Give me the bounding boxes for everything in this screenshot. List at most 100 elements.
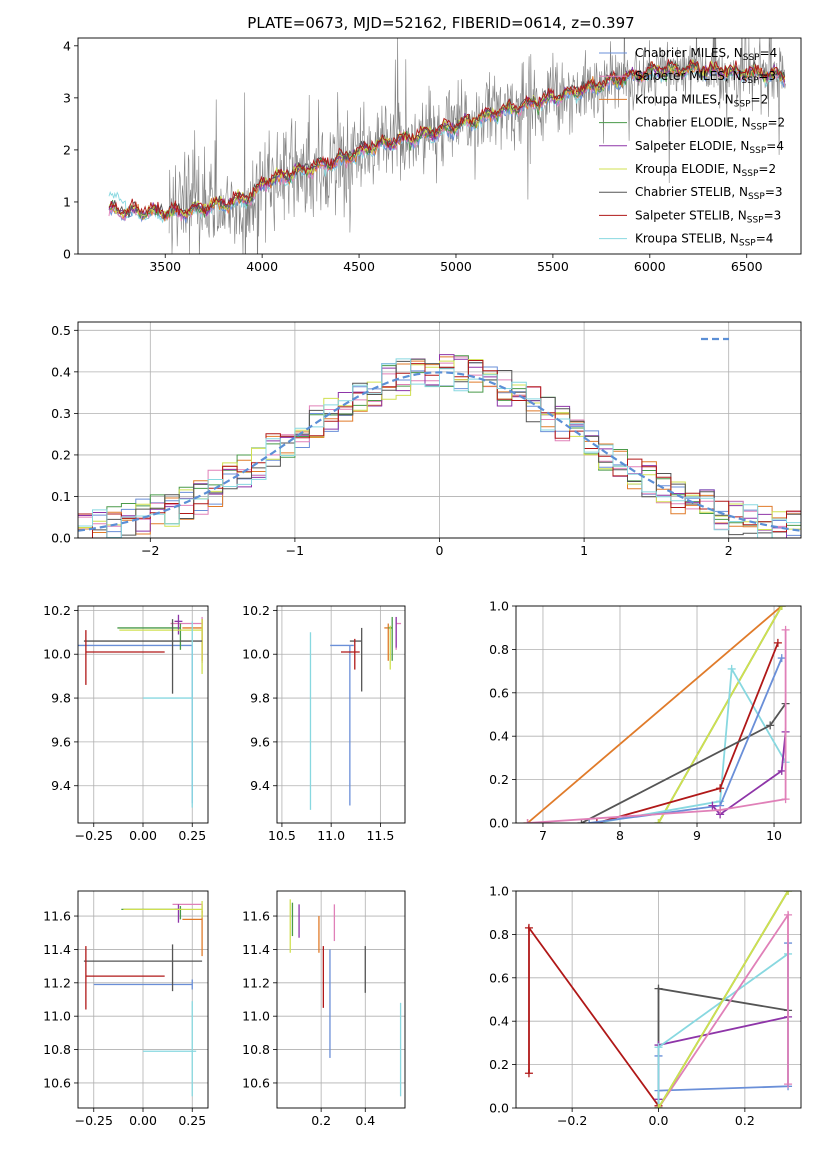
x-tick-label: 0.25: [178, 828, 206, 843]
legend-label-suffix: =4: [760, 46, 778, 60]
y-tick-label: 11.2: [242, 975, 270, 990]
legend-label-text: Salpeter MILES, N: [635, 69, 742, 83]
errorbar-point-chabrier_miles: [330, 644, 354, 806]
legend-label-kroupa_stelib: Kroupa STELIB, NSSP=4: [635, 232, 773, 249]
x-tick-label: 11.5: [366, 828, 394, 843]
legend-label-text: Salpeter STELIB, N: [635, 208, 747, 222]
legend-label-chabrier_elodie: Chabrier ELODIE, NSSP=2: [635, 116, 785, 133]
weight-marker-salpeter_elodie: [777, 766, 786, 775]
axes-frame: 0.2 0.4 10.6 10.8 11.0 11.2 11.4 11.6: [242, 890, 406, 1128]
y-tick-label: 1.0: [489, 599, 509, 614]
y-tick-label: 9.4: [250, 778, 270, 793]
plot-area: [289, 899, 402, 1097]
x-tick-label: −1: [286, 543, 304, 558]
weight-marker-kroupa_elodie: [654, 1104, 663, 1108]
legend-label-text: Chabrier ELODIE, N: [635, 116, 751, 130]
plot-area: [78, 354, 801, 538]
weight-marker-salpeter_miles: [784, 1080, 793, 1089]
chart-age_vs_mass: 10.5 11.0 11.5 9.4 9.6 9.8 10.0 10.2: [242, 603, 406, 843]
y-tick-label: 9.8: [250, 691, 270, 706]
y-tick-label: 0.2: [489, 1057, 509, 1072]
x-tick-label: 3500: [149, 259, 181, 274]
legend-label-suffix: =3: [765, 185, 783, 199]
x-tick-label: −0.25: [75, 828, 113, 843]
x-tick-label: 9: [693, 828, 701, 843]
weight-marker-salpeter_stelib: [524, 923, 533, 932]
y-tick-label: 11.0: [43, 1009, 71, 1024]
model-line-chabrier_stelib: [108, 59, 786, 220]
weight-marker-kroupa_elodie: [784, 891, 793, 895]
x-tick-label: 0: [436, 543, 444, 558]
y-tick-label: 0.0: [489, 816, 509, 831]
legend-label-kroupa_elodie: Kroupa ELODIE, NSSP=2: [635, 162, 776, 179]
legend-label-text: Kroupa STELIB, N: [635, 232, 739, 246]
weight-line-salpeter_miles: [527, 629, 787, 823]
weight-marker-salpeter_stelib: [524, 1069, 533, 1078]
weight-marker-salpeter_stelib: [716, 784, 725, 793]
chart-mass_weight_vs_age: 7 8 9 10 0.0 0.2 0.4 0.6 0.8 1.0: [489, 599, 802, 843]
y-tick-label: 0.8: [489, 642, 509, 657]
axes-frame: −0.2 0.0 0.2 0.0 0.2 0.4 0.6 0.8 1.0: [489, 884, 802, 1128]
errorbar-point-kroupa_stelib: [143, 621, 193, 808]
axes-border: [77, 37, 802, 255]
chart-spectrum: 3500 4000 4500 5000 5500 6000 6500 0 1 2 3 4 Chabrie…: [63, 37, 802, 274]
x-tick-label: 0.4: [355, 1113, 375, 1128]
axes-frame: −0.25 0.00 0.25 9.4 9.6 9.8 10.0 10.2: [43, 603, 209, 843]
x-tick-label: 6000: [634, 259, 666, 274]
legend-label-sub: SSP: [742, 76, 759, 86]
y-tick-label: 11.4: [242, 942, 270, 957]
weight-marker-chabrier_stelib: [577, 819, 586, 823]
legend-label-sub: SSP: [734, 99, 751, 109]
y-tick-label: 0.0: [51, 531, 71, 546]
legend-label-text: Kroupa ELODIE, N: [635, 162, 742, 176]
legend-label-sub: SSP: [743, 53, 760, 63]
y-tick-label: 0: [63, 247, 71, 262]
weight-marker-salpeter_miles: [781, 795, 790, 804]
x-tick-label: −0.25: [75, 1113, 113, 1128]
y-tick-label: 0.4: [489, 729, 509, 744]
chart-residuals: −2 −1 0 1 2 0.0 0.1 0.2 0.3 0.4 0.5: [51, 321, 802, 558]
legend-label-chabrier_stelib: Chabrier STELIB, NSSP=3: [635, 185, 783, 202]
errorbar-point-chabrier_miles: [93, 979, 193, 990]
x-tick-label: −2: [141, 543, 159, 558]
weight-line-kroupa_elodie: [657, 606, 783, 823]
figure-title: PLATE=0673, MJD=52162, FIBERID=0614, z=0…: [247, 14, 634, 32]
plot-area: [523, 606, 790, 823]
weight-marker-kroupa_elodie: [777, 606, 786, 610]
legend-label-suffix: =2: [758, 162, 776, 176]
y-tick-label: 0.6: [489, 970, 509, 985]
errorbar-point-kroupa_stelib: [143, 1001, 197, 1097]
histogram-chabrier_stelib: [78, 358, 801, 538]
legend-label-sub: SSP: [742, 169, 759, 179]
x-tick-label: 4000: [246, 259, 278, 274]
weight-marker-chabrier_miles: [777, 654, 786, 663]
legend-label-suffix: =2: [751, 92, 769, 106]
y-tick-label: 0.3: [51, 406, 71, 421]
weight-marker-salpeter_miles: [784, 910, 793, 919]
legend-label-suffix: =4: [766, 139, 784, 153]
legend-label-suffix: =4: [756, 232, 774, 246]
chart-mass_weight_vs_Z: −0.2 0.0 0.2 0.0 0.2 0.4 0.6 0.8 1.0: [489, 884, 802, 1128]
weight-marker-salpeter_miles: [781, 625, 790, 634]
y-tick-label: 11.4: [43, 942, 71, 957]
legend-label-text: Kroupa MILES, N: [635, 92, 734, 106]
x-tick-label: 0.00: [129, 828, 157, 843]
y-tick-label: 9.8: [51, 691, 71, 706]
normal-reference-curve: [78, 371, 801, 532]
axes-frame: −0.25 0.00 0.25 10.6 10.8 11.0 11.2 11.4 11.6: [43, 890, 209, 1128]
weight-marker-salpeter_stelib: [773, 638, 782, 647]
x-tick-label: 10: [766, 828, 782, 843]
errorbar-point-kroupa_miles: [182, 911, 203, 957]
x-tick-label: 10.5: [268, 828, 296, 843]
legend-label-sub: SSP: [751, 123, 768, 133]
chart-mass_vs_ebv: 0.2 0.4 10.6 10.8 11.0 11.2 11.4 11.6: [242, 890, 406, 1128]
x-tick-label: 8: [616, 828, 624, 843]
legend-label-suffix: =3: [758, 69, 776, 83]
y-tick-label: 9.4: [51, 778, 71, 793]
errorbar-point-kroupa_elodie: [123, 901, 203, 918]
weight-marker-kroupa_elodie: [654, 819, 663, 823]
weight-line-kroupa_miles: [527, 606, 783, 823]
weight-line-kroupa_elodie: [657, 891, 789, 1108]
y-tick-label: 0.5: [51, 323, 71, 338]
